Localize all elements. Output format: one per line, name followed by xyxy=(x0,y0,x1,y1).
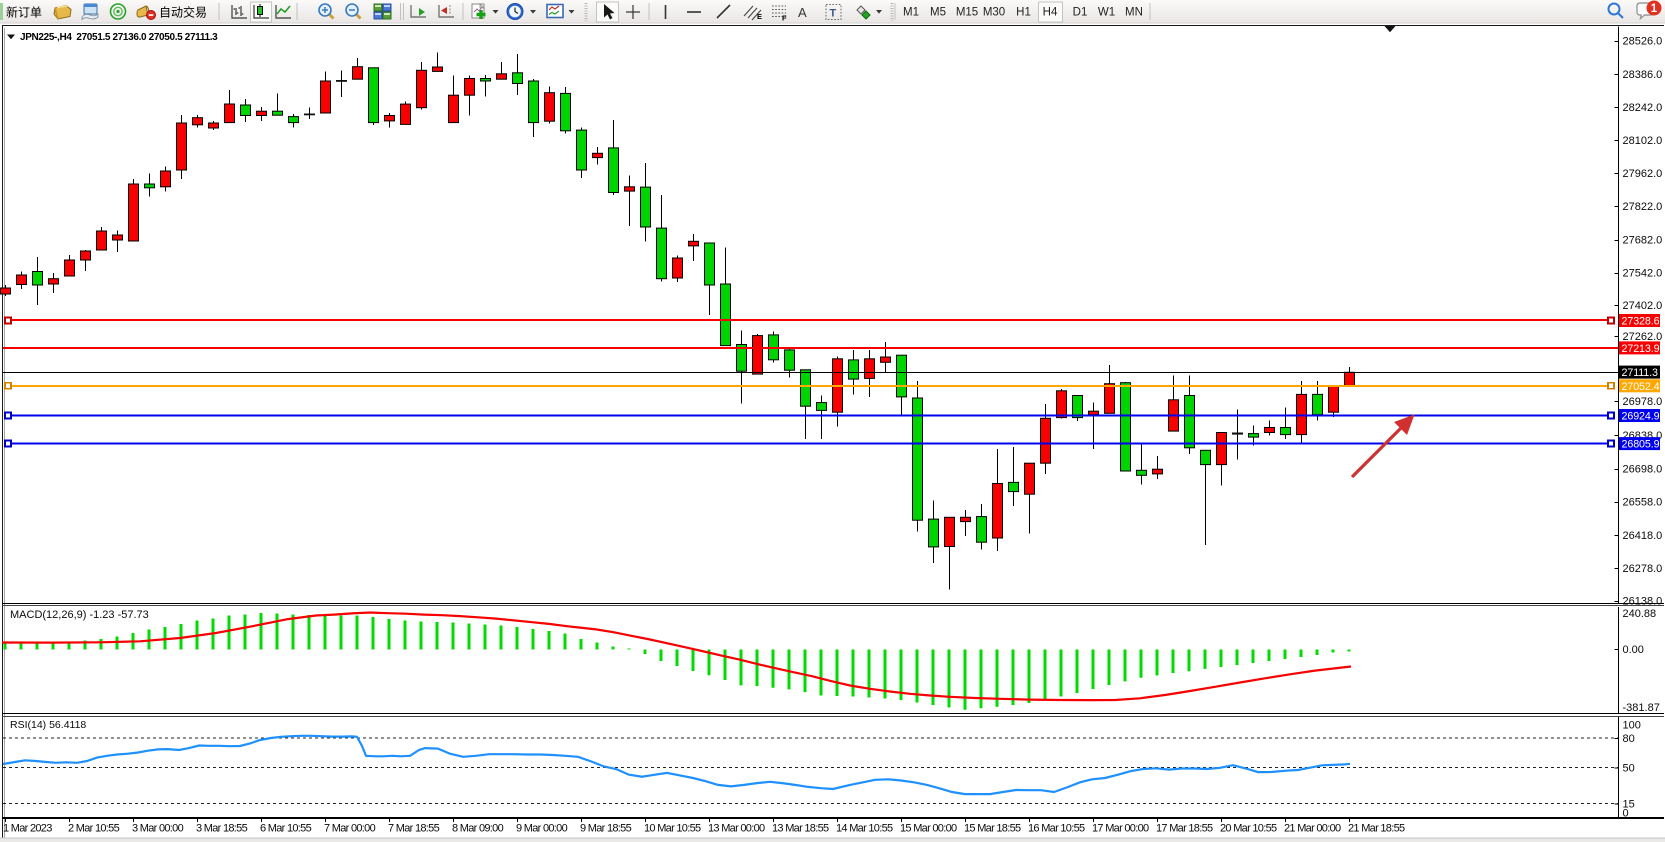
svg-text:7 Mar 18:55: 7 Mar 18:55 xyxy=(388,823,440,835)
svg-text:A: A xyxy=(798,5,807,20)
svg-text:0: 0 xyxy=(1623,808,1629,820)
svg-text:16 Mar 10:55: 16 Mar 10:55 xyxy=(1028,823,1085,835)
svg-text:7 Mar 00:00: 7 Mar 00:00 xyxy=(324,823,376,835)
svg-text:2 Mar 10:55: 2 Mar 10:55 xyxy=(68,823,120,835)
svg-text:3 Mar 18:55: 3 Mar 18:55 xyxy=(196,823,248,835)
svg-text:27962.0: 27962.0 xyxy=(1623,168,1663,180)
svg-text:9 Mar 00:00: 9 Mar 00:00 xyxy=(516,823,568,835)
svg-text:28526.0: 28526.0 xyxy=(1623,36,1663,48)
svg-text:15 Mar 00:00: 15 Mar 00:00 xyxy=(900,823,957,835)
svg-text:27052.4: 27052.4 xyxy=(1622,381,1660,393)
svg-text:27111.3: 27111.3 xyxy=(1622,367,1659,379)
svg-text:M30: M30 xyxy=(983,7,1005,19)
svg-text:26924.9: 26924.9 xyxy=(1622,411,1660,423)
svg-text:240.88: 240.88 xyxy=(1623,608,1657,620)
svg-text:26698.0: 26698.0 xyxy=(1623,464,1663,476)
svg-text:10 Mar 10:55: 10 Mar 10:55 xyxy=(644,823,701,835)
svg-text:自动交易: 自动交易 xyxy=(159,5,207,20)
svg-text:26278.0: 26278.0 xyxy=(1623,563,1663,575)
svg-text:13 Mar 00:00: 13 Mar 00:00 xyxy=(708,823,765,835)
svg-text:1 Mar 2023: 1 Mar 2023 xyxy=(3,823,52,835)
svg-text:M5: M5 xyxy=(930,7,946,19)
svg-text:3 Mar 00:00: 3 Mar 00:00 xyxy=(132,823,184,835)
svg-text:8 Mar 09:00: 8 Mar 09:00 xyxy=(452,823,504,835)
svg-text:27402.0: 27402.0 xyxy=(1623,300,1663,312)
svg-text:27328.6: 27328.6 xyxy=(1622,316,1660,328)
svg-text:F: F xyxy=(782,14,787,23)
svg-text:W1: W1 xyxy=(1098,7,1115,19)
svg-text:M1: M1 xyxy=(903,7,919,19)
svg-text:28386.0: 28386.0 xyxy=(1623,69,1663,81)
svg-text:17 Mar 18:55: 17 Mar 18:55 xyxy=(1156,823,1213,835)
svg-text:RSI(14) 56.4118: RSI(14) 56.4118 xyxy=(10,719,86,731)
svg-text:26558.0: 26558.0 xyxy=(1623,497,1663,509)
svg-text:E: E xyxy=(757,12,762,21)
svg-text:新订单: 新订单 xyxy=(6,5,42,20)
svg-text:27262.0: 27262.0 xyxy=(1623,331,1663,343)
svg-text:20 Mar 10:55: 20 Mar 10:55 xyxy=(1220,823,1277,835)
svg-text:H4: H4 xyxy=(1043,7,1058,19)
svg-text:MACD(12,26,9) -1.23 -57.73: MACD(12,26,9) -1.23 -57.73 xyxy=(10,609,149,621)
svg-text:D1: D1 xyxy=(1073,7,1088,19)
svg-text:26978.0: 26978.0 xyxy=(1623,396,1663,408)
svg-text:13 Mar 18:55: 13 Mar 18:55 xyxy=(772,823,829,835)
svg-text:28102.0: 28102.0 xyxy=(1623,135,1663,147)
svg-text:21 Mar 00:00: 21 Mar 00:00 xyxy=(1284,823,1341,835)
svg-text:M15: M15 xyxy=(956,7,978,19)
svg-text:JPN225-,H4 27051.5 27136.0 27: JPN225-,H4 27051.5 27136.0 27050.5 27111… xyxy=(20,32,218,43)
svg-text:15: 15 xyxy=(1623,798,1635,810)
svg-text:27542.0: 27542.0 xyxy=(1623,267,1663,279)
svg-text:28242.0: 28242.0 xyxy=(1623,102,1663,114)
svg-text:27822.0: 27822.0 xyxy=(1623,201,1663,213)
svg-text:-381.87: -381.87 xyxy=(1623,702,1660,714)
svg-text:MN: MN xyxy=(1125,7,1143,19)
svg-text:21 Mar 18:55: 21 Mar 18:55 xyxy=(1348,823,1405,835)
svg-text:17 Mar 00:00: 17 Mar 00:00 xyxy=(1092,823,1149,835)
svg-text:9 Mar 18:55: 9 Mar 18:55 xyxy=(580,823,632,835)
svg-text:50: 50 xyxy=(1623,763,1635,775)
svg-text:6 Mar 10:55: 6 Mar 10:55 xyxy=(260,823,312,835)
svg-text:1: 1 xyxy=(1651,3,1658,15)
svg-text:27682.0: 27682.0 xyxy=(1623,234,1663,246)
svg-text:15 Mar 18:55: 15 Mar 18:55 xyxy=(964,823,1021,835)
svg-text:27213.9: 27213.9 xyxy=(1622,343,1660,355)
svg-text:14 Mar 10:55: 14 Mar 10:55 xyxy=(836,823,893,835)
svg-text:0.00: 0.00 xyxy=(1623,644,1644,656)
svg-text:26805.9: 26805.9 xyxy=(1622,439,1660,451)
svg-text:H1: H1 xyxy=(1016,7,1031,19)
svg-text:26138.0: 26138.0 xyxy=(1623,596,1663,608)
svg-text:T: T xyxy=(830,8,837,20)
svg-text:100: 100 xyxy=(1623,720,1641,732)
svg-text:80: 80 xyxy=(1623,733,1635,745)
svg-text:26418.0: 26418.0 xyxy=(1623,530,1663,542)
